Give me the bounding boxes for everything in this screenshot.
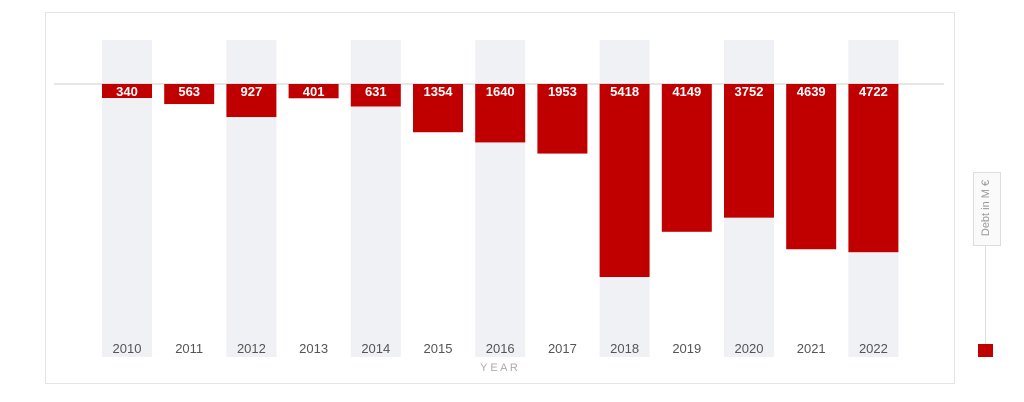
bar-2014[interactable] [350,84,401,107]
value-label: 340 [116,84,138,99]
x-tick-label: 2011 [175,341,203,356]
value-label: 1354 [424,84,454,99]
bar-2011[interactable] [164,84,215,105]
value-label: 631 [365,84,387,99]
x-tick-label: 2021 [797,341,826,356]
value-label: 5418 [610,84,639,99]
legend-text: Debt in M € [980,179,992,237]
x-tick-label: 2013 [299,341,328,356]
x-tick-label: 2010 [113,341,142,356]
value-label: 4149 [672,84,701,99]
x-tick-label: 2012 [237,341,266,356]
value-label: 927 [241,84,263,99]
bar-2012[interactable] [226,84,277,118]
x-tick-label: 2018 [610,341,639,356]
bar-2018[interactable] [599,84,650,277]
x-tick-label: 2016 [486,341,515,356]
x-tick-label: 2020 [735,341,764,356]
bar-2010[interactable] [102,84,152,98]
bar-chart: 340 563 927 401 631 1354 1640 1953 5418 4149 3752 4… [54,40,944,357]
value-label: 4639 [797,84,826,99]
value-label: 3752 [735,84,764,99]
bar-2013[interactable] [288,84,339,99]
value-label: 4722 [859,84,888,99]
bar-2021[interactable] [786,84,837,250]
chart-card: 340 563 927 401 631 1354 1640 1953 5418 4149 3752 4… [45,12,955,384]
bar-2019[interactable] [661,84,712,232]
x-axis-title: Y E A R [480,362,518,374]
x-tick-label: 2017 [548,341,577,356]
legend-label: Debt in M € [973,172,999,244]
value-label: 1953 [548,84,577,99]
bar-2022[interactable] [848,84,899,253]
bar-2016[interactable] [475,84,526,143]
value-label: 1640 [486,84,515,99]
x-tick-label: 2019 [672,341,701,356]
bar-2020[interactable] [724,84,774,218]
legend-line [985,245,986,345]
value-label: 401 [303,84,325,99]
x-tick-label: 2015 [424,341,453,356]
legend-swatch[interactable] [978,344,993,357]
bar-2017[interactable] [537,84,588,154]
x-tick-label: 2022 [859,341,888,356]
bar-2015[interactable] [413,84,463,133]
value-label: 563 [178,84,200,99]
x-tick-label: 2014 [361,341,390,356]
legend-box[interactable] [973,172,1001,246]
